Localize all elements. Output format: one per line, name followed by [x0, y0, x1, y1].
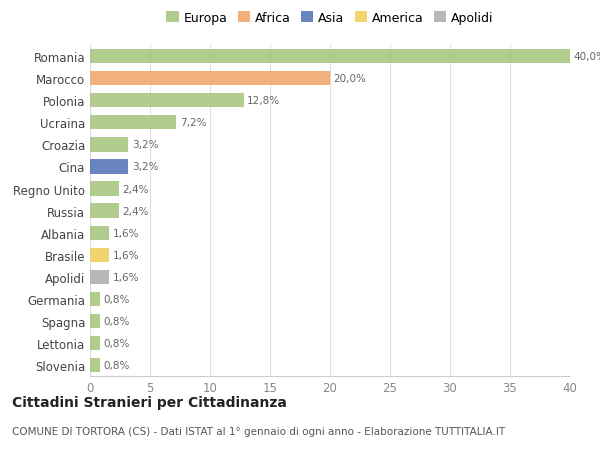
Bar	[90, 50, 570, 64]
Bar	[90, 226, 109, 241]
Bar	[90, 358, 100, 373]
Text: COMUNE DI TORTORA (CS) - Dati ISTAT al 1° gennaio di ogni anno - Elaborazione TU: COMUNE DI TORTORA (CS) - Dati ISTAT al 1…	[12, 426, 505, 436]
Text: 40,0%: 40,0%	[574, 52, 600, 62]
Text: 0,8%: 0,8%	[103, 360, 130, 370]
Bar	[90, 138, 128, 152]
Text: 1,6%: 1,6%	[113, 272, 139, 282]
Text: 7,2%: 7,2%	[180, 118, 206, 128]
Bar	[90, 336, 100, 351]
Bar	[90, 182, 119, 196]
Text: Cittadini Stranieri per Cittadinanza: Cittadini Stranieri per Cittadinanza	[12, 395, 287, 409]
Bar	[90, 292, 100, 307]
Legend: Europa, Africa, Asia, America, Apolidi: Europa, Africa, Asia, America, Apolidi	[164, 9, 496, 27]
Text: 0,8%: 0,8%	[103, 294, 130, 304]
Bar	[90, 248, 109, 263]
Bar	[90, 270, 109, 285]
Text: 3,2%: 3,2%	[132, 162, 158, 172]
Text: 2,4%: 2,4%	[122, 184, 149, 194]
Bar	[90, 314, 100, 329]
Text: 20,0%: 20,0%	[334, 74, 367, 84]
Text: 1,6%: 1,6%	[113, 228, 139, 238]
Bar	[90, 94, 244, 108]
Text: 3,2%: 3,2%	[132, 140, 158, 150]
Bar	[90, 116, 176, 130]
Bar	[90, 204, 119, 218]
Text: 0,8%: 0,8%	[103, 338, 130, 348]
Bar	[90, 72, 330, 86]
Text: 2,4%: 2,4%	[122, 206, 149, 216]
Bar	[90, 160, 128, 174]
Text: 1,6%: 1,6%	[113, 250, 139, 260]
Text: 12,8%: 12,8%	[247, 96, 280, 106]
Text: 0,8%: 0,8%	[103, 316, 130, 326]
